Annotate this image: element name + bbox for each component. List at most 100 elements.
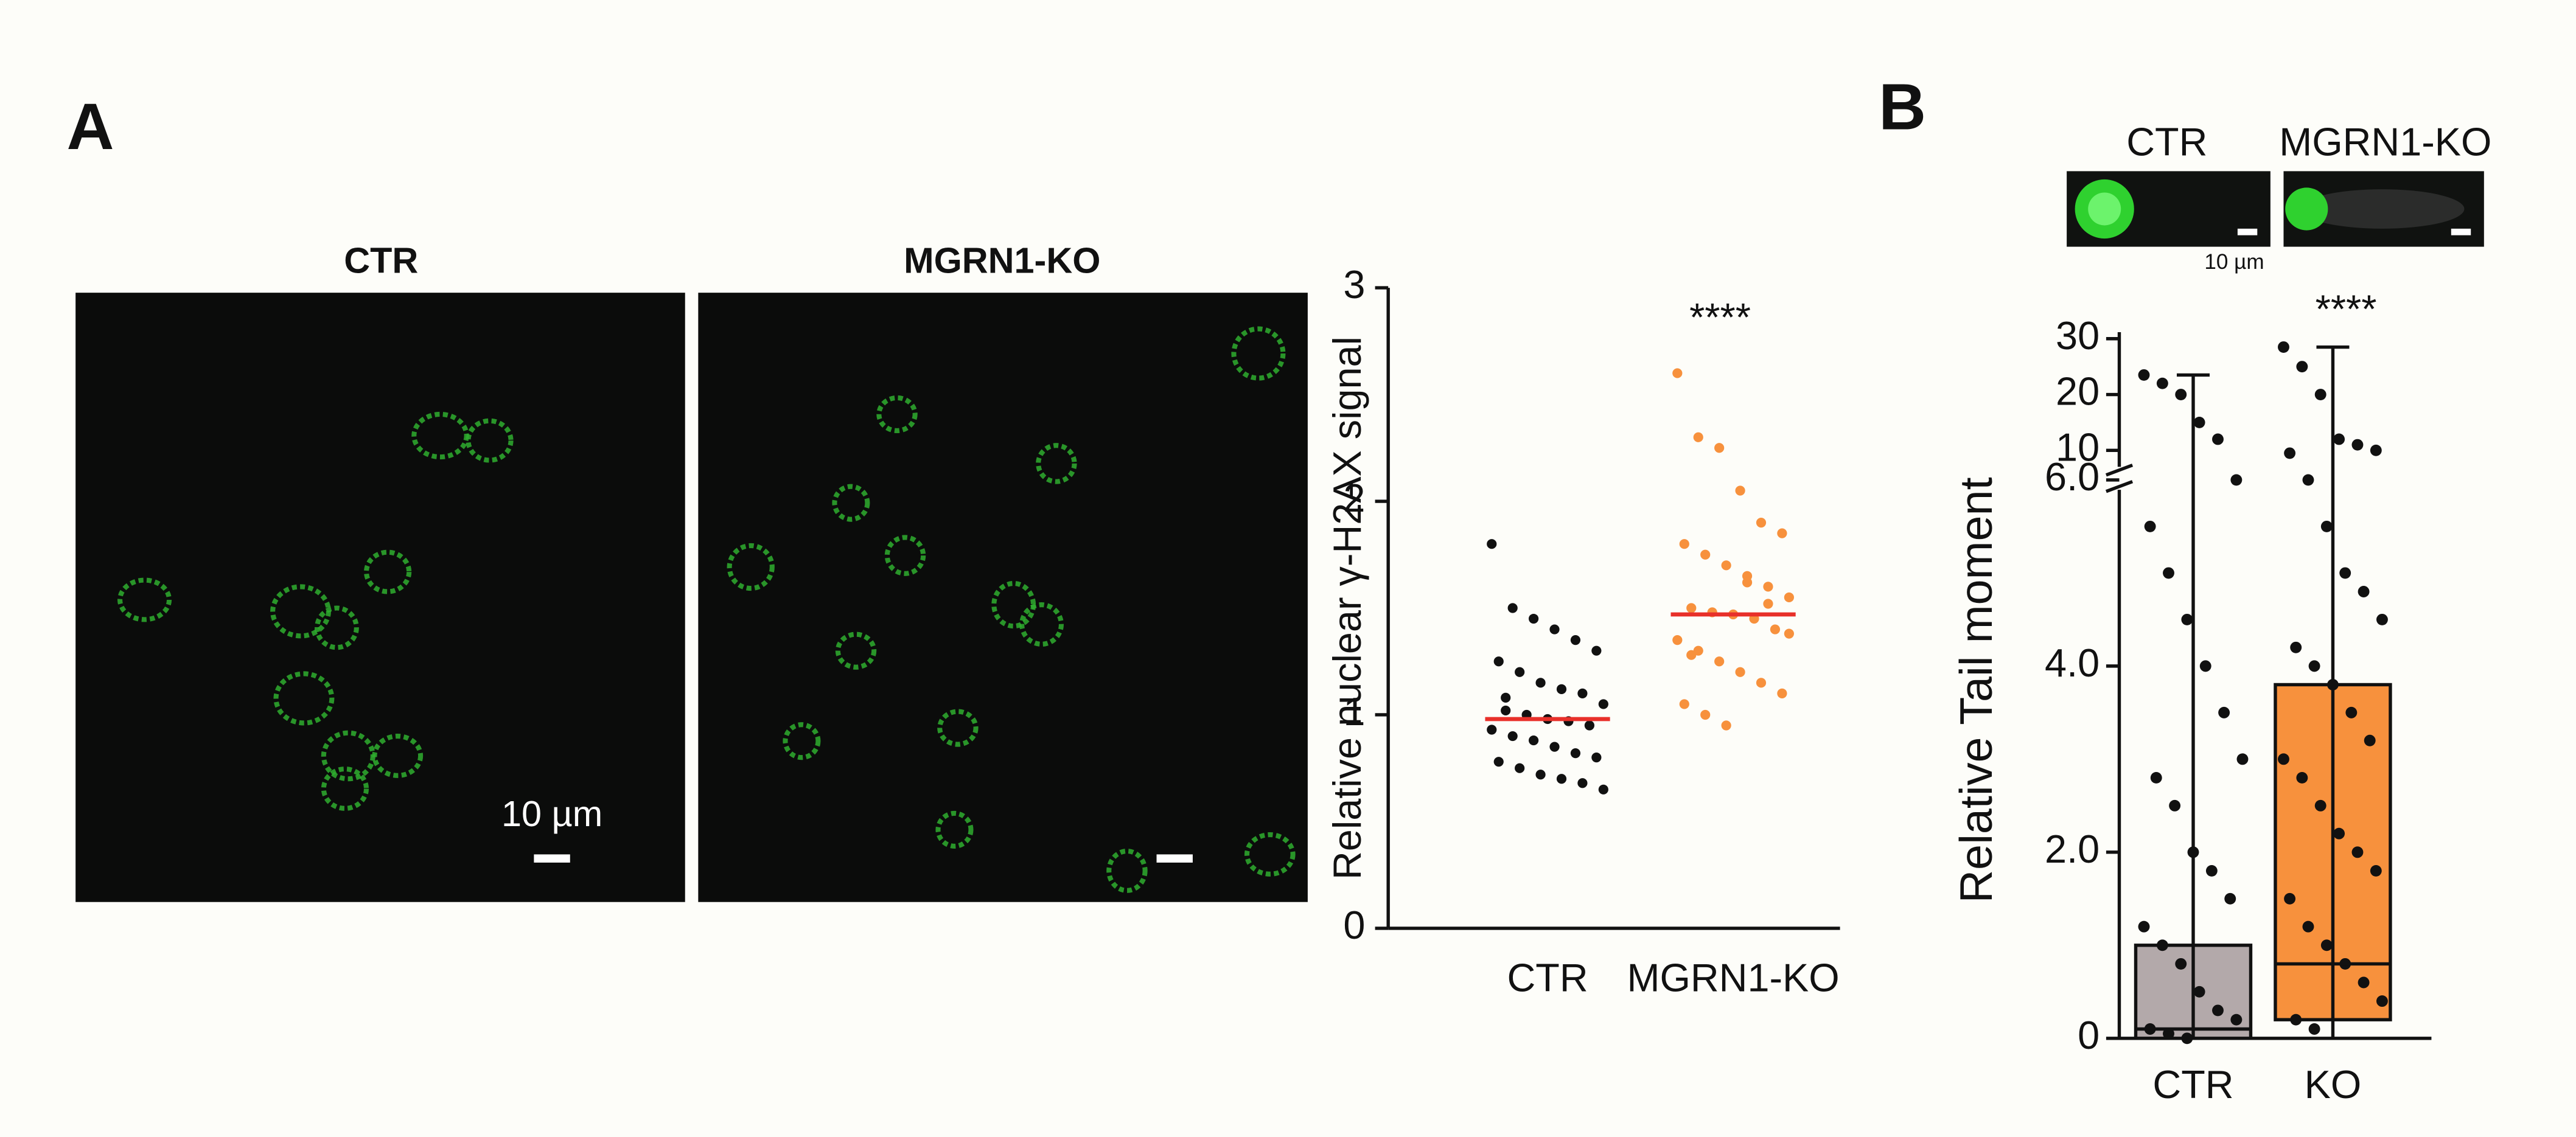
dot [2156,939,2168,951]
dot [1721,560,1731,571]
dot [2193,986,2205,998]
y-tick-label: 0 [1343,903,1365,947]
dot [2193,416,2205,428]
dot [2314,799,2326,812]
dot [1598,784,1608,795]
x-tick-label: KO [2305,1062,2362,1107]
dot [2138,920,2150,933]
y-tick-label: 0 [2078,1013,2100,1057]
dot [1735,485,1745,496]
image-label: CTR [344,240,418,280]
annotation: **** [1689,295,1751,339]
dot [1784,628,1794,639]
dot [2296,361,2308,373]
dot [2351,846,2364,858]
dot [2230,474,2243,486]
dot [2163,567,2174,579]
dot [1549,742,1560,752]
dot [2308,660,2320,672]
dot [1501,692,1511,703]
dot [2320,939,2333,951]
dot [2212,1004,2224,1017]
image-label: MGRN1-KO [904,240,1100,280]
dot [2351,439,2364,451]
dot [2314,389,2326,400]
dot [1507,731,1518,742]
dot [2212,433,2224,445]
dot [1577,778,1588,788]
dot [1721,720,1731,731]
dot [1528,613,1539,624]
comet-label: MGRN1-KO [2279,119,2491,164]
dot [2278,341,2289,353]
panel-label: B [1879,70,1926,144]
dot [1770,624,1781,635]
dot [2205,864,2218,877]
dot [1487,725,1497,735]
dot [1756,518,1767,528]
dot [1672,368,1683,378]
dot [2333,433,2345,445]
y-tick-label: 1 [1343,689,1365,734]
dot [2218,706,2230,718]
dot [1515,763,1525,773]
dot [2150,772,2162,784]
dot [2284,892,2296,905]
annotation: **** [2316,287,2377,332]
dot [2278,753,2289,765]
y-tick-label: 30 [2056,313,2100,358]
dot [1714,443,1725,453]
dot [1777,528,1787,538]
dot [2175,958,2187,970]
dot [2296,772,2308,784]
dot [1756,678,1767,688]
dot [2333,827,2345,840]
dot [2187,846,2199,858]
panel-label: A [66,89,114,163]
dot [1686,650,1697,660]
y-tick-label: 2 [1343,476,1365,520]
dot [1570,635,1581,645]
dot [1591,753,1602,763]
dot [1493,757,1504,767]
scale-bar-label: 10 µm [501,793,602,834]
dot [2339,567,2351,579]
dot [1570,748,1581,759]
dot [2181,613,2193,625]
dot [2138,369,2150,381]
y-tick-label: 2.0 [2045,827,2100,871]
comet-image [2067,171,2484,247]
dot [2199,660,2211,672]
y-tick-label: 6.0 [2045,454,2100,499]
dot [2376,995,2388,1007]
dot [1556,774,1567,784]
dot [1777,688,1787,698]
dot [1535,678,1546,688]
dot [2376,613,2388,625]
dot [2236,753,2249,765]
axis-break [2105,464,2134,477]
dot [2290,641,2302,653]
dot [2370,444,2382,456]
x-tick-label: CTR [2152,1062,2233,1107]
dot [2320,520,2333,532]
dot [2144,520,2156,532]
dot [2156,377,2168,389]
dot [1763,599,1773,609]
dot [2230,1014,2243,1026]
dot [1784,592,1794,603]
dot [2224,892,2236,905]
x-tick-label: MGRN1-KO [1627,955,1840,1000]
dot [1528,735,1539,746]
dot [1679,539,1689,549]
axis-break [2105,480,2134,493]
dot [1700,709,1711,720]
dot [1507,603,1518,613]
comet-label: CTR [2126,119,2207,164]
dot [2370,864,2382,877]
dot [1598,699,1608,709]
dot [1686,603,1697,613]
dot [1591,645,1602,656]
y-tick-label: 4.0 [2045,641,2100,685]
